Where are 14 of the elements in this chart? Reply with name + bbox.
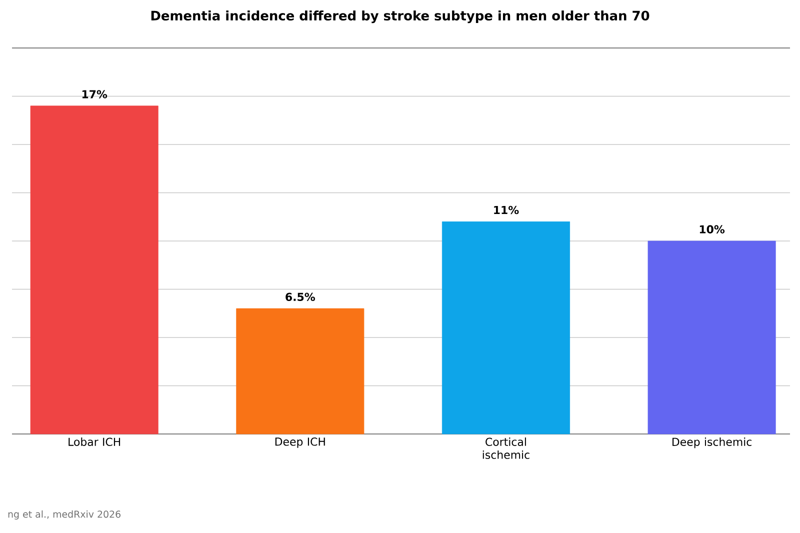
bar — [648, 240, 776, 434]
data-label: 10% — [700, 225, 725, 234]
data-label: 11% — [494, 206, 519, 214]
text: ng et al., medRxiv 2026 — [8, 510, 120, 520]
data-label: 6.5% — [286, 292, 316, 302]
chart-title: Dementia incidence differed by stroke subtype in men older than 70 — [151, 10, 650, 24]
x-tick-label: Deep ICH — [275, 438, 325, 448]
bar — [30, 106, 158, 434]
bar — [442, 221, 570, 434]
x-tick-label: Deep ischemic — [672, 438, 752, 448]
x-tick-label: Lobar ICH — [68, 438, 120, 446]
x-tick-label: Cortical ischemic — [482, 438, 530, 459]
data-label: 17% — [82, 90, 108, 98]
bar — [236, 308, 364, 434]
